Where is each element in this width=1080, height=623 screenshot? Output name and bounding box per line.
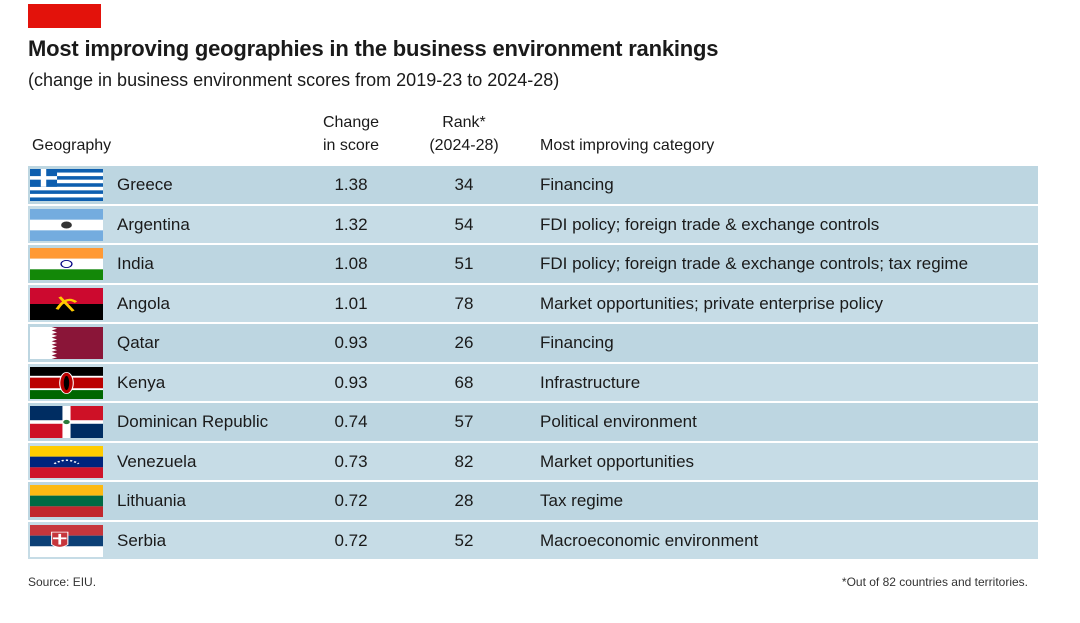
column-header-change-line2: in score: [322, 137, 380, 154]
geography-name: Dominican Republic: [117, 412, 269, 431]
change-in-score: 0.93: [334, 333, 368, 352]
improving-category: Macroeconomic environment: [540, 530, 759, 550]
accent-bar: [28, 4, 101, 28]
improving-category: FDI policy; foreign trade & exchange con…: [540, 214, 880, 234]
change-in-score: 0.72: [334, 530, 368, 550]
rank-value: 54: [454, 214, 474, 234]
geography-name: Serbia: [117, 530, 167, 550]
geography-name: Angola: [117, 293, 170, 313]
rank-value: 51: [454, 254, 474, 273]
rank-value: 68: [454, 372, 474, 392]
change-in-score: 0.74: [334, 412, 368, 431]
geography-name: Argentina: [117, 214, 190, 234]
greece-flag-icon: [30, 169, 103, 201]
table-row: Venezuela 0.73 82 Market opportunities: [28, 442, 1038, 480]
rankings-table: Greece 1.38 34 Financing Argentina 1.32 …: [28, 166, 1038, 561]
improving-category: Political environment: [540, 412, 697, 431]
geography-name: Kenya: [117, 372, 166, 392]
table-row: Greece 1.38 34 Financing: [28, 166, 1038, 204]
geography-name: Venezuela: [117, 451, 197, 471]
change-in-score: 1.32: [334, 214, 368, 234]
improving-category: FDI policy; foreign trade & exchange con…: [540, 254, 969, 273]
qatar-flag-icon: [30, 327, 103, 359]
rank-value: 28: [454, 491, 474, 510]
column-header-rank-line2: (2024-28): [429, 137, 499, 154]
table-row: India 1.08 51 FDI policy; foreign trade …: [28, 245, 1038, 283]
geography-name: India: [117, 254, 154, 273]
kenya-flag-icon: [30, 366, 103, 399]
india-flag-icon: [30, 248, 103, 280]
improving-category: Market opportunities: [540, 451, 695, 471]
chart-subtitle: (change in business environment scores f…: [28, 70, 560, 90]
table-row: Argentina 1.32 54 FDI policy; foreign tr…: [28, 205, 1038, 243]
column-header-rank: Rank* (2024-28): [412, 111, 516, 157]
rank-value: 34: [454, 175, 474, 194]
geography-name: Greece: [117, 175, 173, 194]
column-header-change: Change in score: [305, 111, 397, 157]
table-row: Serbia 0.72 52 Macroeconomic environment: [28, 521, 1038, 559]
argentina-flag-icon: [30, 208, 103, 241]
geography-name: Qatar: [117, 333, 160, 352]
source-note: Source: EIU.: [28, 575, 97, 589]
improving-category: Market opportunities; private enterprise…: [540, 293, 883, 313]
column-header-category: Most improving category: [540, 137, 715, 154]
rank-value: 57: [454, 412, 474, 431]
lithuania-flag-icon: [30, 485, 103, 517]
table-row: Kenya 0.93 68 Infrastructure: [28, 363, 1038, 401]
change-in-score: 1.38: [334, 175, 368, 194]
change-in-score: 0.93: [334, 372, 368, 392]
column-header-change-line1: Change: [322, 114, 380, 131]
rank-value: 52: [454, 530, 474, 550]
footnote: *Out of 82 countries and territories.: [841, 575, 1028, 589]
angola-flag-icon: [30, 287, 103, 320]
improving-category: Financing: [540, 175, 614, 194]
improving-category: Infrastructure: [540, 372, 641, 392]
rank-value: 78: [454, 293, 474, 313]
venezuela-flag-icon: [30, 445, 103, 478]
change-in-score: 0.72: [334, 491, 368, 510]
table-row: Angola 1.01 78 Market opportunities; pri…: [28, 284, 1038, 322]
rank-value: 82: [454, 451, 474, 471]
chart-title: Most improving geographies in the busine…: [28, 36, 719, 61]
improving-category: Tax regime: [540, 491, 624, 510]
change-in-score: 1.08: [334, 254, 368, 273]
table-row: Lithuania 0.72 28 Tax regime: [28, 482, 1038, 520]
table-row: Dominican Republic 0.74 57 Political env…: [28, 403, 1038, 441]
serbia-flag-icon: [30, 524, 103, 557]
geography-name: Lithuania: [117, 491, 187, 510]
table-row: Qatar 0.93 26 Financing: [28, 324, 1038, 362]
change-in-score: 0.73: [334, 451, 368, 471]
rank-value: 26: [454, 333, 474, 352]
improving-category: Financing: [540, 333, 614, 352]
dominican-republic-flag-icon: [30, 406, 103, 438]
change-in-score: 1.01: [334, 293, 368, 313]
column-header-rank-line1: Rank*: [442, 114, 486, 131]
column-header-geography: Geography: [32, 137, 112, 154]
